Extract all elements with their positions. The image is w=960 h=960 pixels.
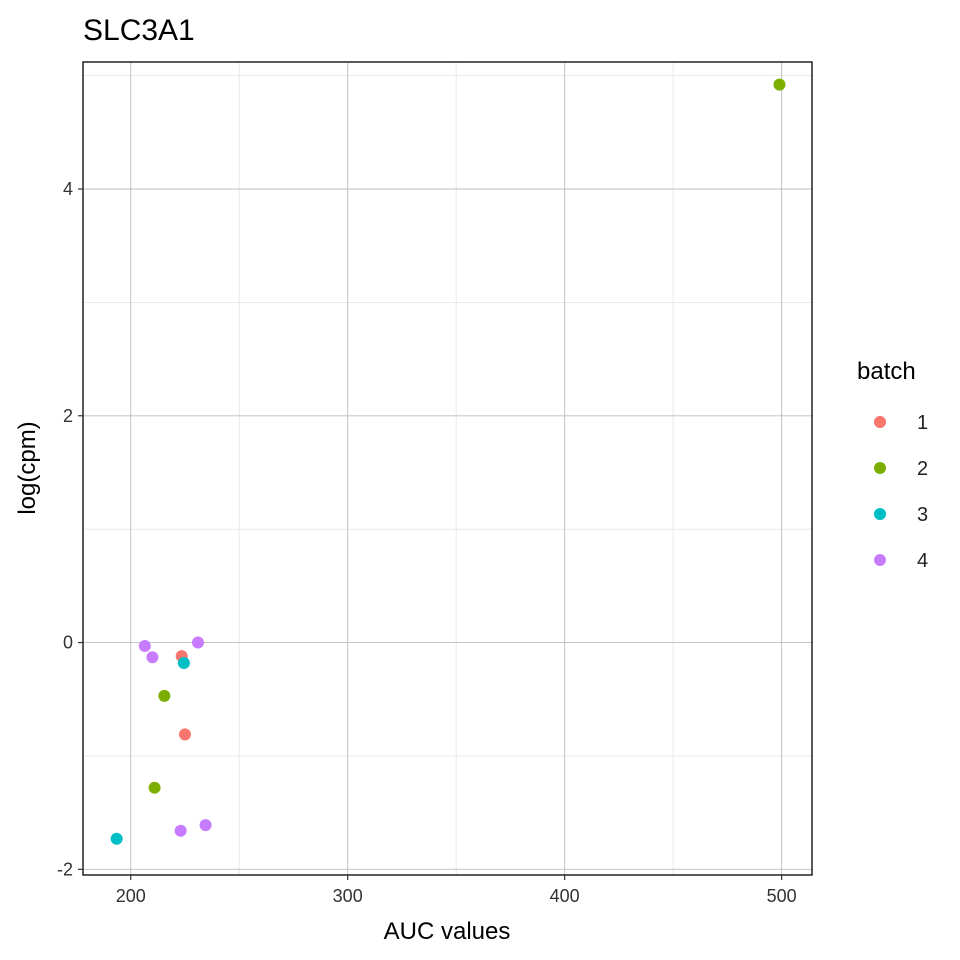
x-tick-label: 500 [767,886,797,906]
grid [83,62,812,875]
data-point-batch-4 [191,636,204,649]
y-tick-label: 0 [63,633,73,653]
chart-title: SLC3A1 [83,14,195,47]
legend: batch 1 2 3 4 [857,358,928,572]
legend-title: batch [857,358,916,385]
data-point-batch-4 [199,819,212,832]
y-tick-label: -2 [57,859,73,879]
data-point-batch-3 [177,656,190,669]
data-points [110,78,786,845]
y-axis-title: log(cpm) [14,421,41,514]
x-tick-label: 200 [116,886,146,906]
x-tick-label: 300 [333,886,363,906]
legend-label-4: 4 [917,550,928,572]
y-tick-label: 2 [63,406,73,426]
legend-key-3 [874,508,886,520]
legend-label-3: 3 [917,504,928,526]
data-point-batch-2 [148,781,161,794]
legend-label-1: 1 [917,412,928,434]
x-axis-title: AUC values [384,918,511,945]
x-axis-ticks: 200 300 400 500 [116,875,797,906]
data-point-batch-3 [110,832,123,845]
data-point-batch-2 [773,78,786,91]
data-point-batch-4 [138,639,151,652]
legend-key-2 [874,462,886,474]
y-axis-ticks: -2 0 2 4 [57,179,83,879]
x-tick-label: 400 [550,886,580,906]
legend-key-4 [874,554,886,566]
y-tick-label: 4 [63,179,73,199]
data-point-batch-4 [146,651,159,664]
legend-key-1 [874,416,886,428]
legend-label-2: 2 [917,458,928,480]
data-point-batch-2 [158,689,171,702]
data-point-batch-4 [174,824,187,837]
data-point-batch-1 [178,728,191,741]
plot-panel-border [82,61,813,876]
